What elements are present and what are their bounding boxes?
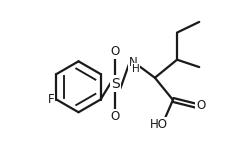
- Text: H: H: [132, 64, 139, 74]
- Text: N: N: [129, 56, 138, 69]
- Text: O: O: [111, 45, 120, 58]
- Text: S: S: [111, 76, 120, 91]
- Text: HO: HO: [150, 118, 168, 131]
- Text: O: O: [196, 99, 205, 112]
- Text: F: F: [47, 93, 54, 106]
- Text: O: O: [111, 110, 120, 123]
